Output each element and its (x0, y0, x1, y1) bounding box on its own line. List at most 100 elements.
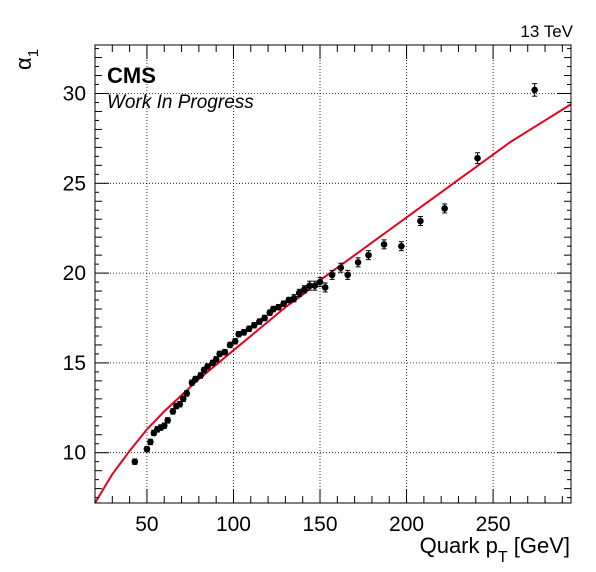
marker (280, 300, 287, 307)
data-point (256, 318, 263, 325)
data-point (250, 321, 258, 329)
energy-label: 13 TeV (520, 22, 573, 41)
data-point (160, 422, 168, 430)
marker (261, 314, 268, 322)
marker (240, 329, 248, 336)
marker (380, 241, 388, 248)
y-axis-title-sub: 1 (25, 49, 42, 57)
marker (179, 395, 187, 403)
marker (285, 296, 293, 304)
grid-lines (95, 45, 571, 503)
data-point (216, 350, 223, 358)
data-point (365, 250, 372, 261)
marker (147, 438, 154, 446)
y-tick-label: 25 (63, 172, 86, 195)
x-axis-title-sub: T (498, 549, 508, 566)
data-point (316, 277, 324, 288)
y-tick-label: 10 (63, 442, 86, 465)
data-point (269, 305, 277, 313)
marker (192, 375, 199, 383)
marker (231, 338, 239, 345)
data-point (290, 294, 298, 303)
data-point (143, 445, 151, 453)
marker (256, 318, 263, 325)
data-point (380, 239, 388, 250)
marker (441, 205, 448, 212)
marker (197, 372, 204, 379)
marker (164, 417, 171, 424)
marker (316, 278, 324, 286)
marker (365, 251, 372, 259)
data-point (204, 363, 211, 370)
y-axis-title-main: α (11, 57, 36, 70)
data-point (231, 338, 239, 345)
plot-frame (94, 44, 572, 504)
marker (417, 217, 424, 225)
plot-frame-rect (94, 44, 572, 504)
data-point (531, 83, 538, 97)
marker (328, 271, 336, 279)
marker (131, 458, 139, 465)
data-point (226, 341, 234, 349)
y-tick-label: 15 (63, 352, 86, 375)
marker (337, 264, 345, 272)
marker (143, 445, 151, 453)
fit-curve-layer (94, 103, 572, 504)
x-axis-title-main: Quark p (420, 533, 498, 558)
x-tick-label: 200 (389, 513, 424, 536)
y-axis-title: α1 (11, 49, 42, 70)
marker (290, 294, 298, 302)
data-point (311, 280, 319, 291)
marker (212, 356, 220, 363)
marker (169, 408, 177, 415)
y-tick-label: 20 (63, 262, 86, 285)
data-point (147, 438, 154, 446)
data-point (321, 282, 329, 293)
data-point (245, 325, 253, 333)
data-point (235, 330, 242, 338)
data-point (240, 329, 248, 336)
marker (160, 422, 168, 430)
marker (531, 86, 538, 94)
data-point (192, 375, 199, 383)
marker (245, 325, 253, 333)
marker (311, 282, 319, 289)
data-point (328, 269, 336, 280)
data-points-layer (131, 83, 538, 465)
status-label: Work In Progress (107, 92, 254, 113)
x-axis-title: Quark pT [GeV] (420, 533, 570, 566)
marker (250, 321, 258, 329)
data-point (417, 216, 424, 227)
fit-curve (94, 103, 572, 504)
data-point (301, 285, 308, 294)
x-tick-label: 50 (135, 513, 158, 536)
marker (235, 330, 242, 338)
tick-labels: 50 100 150 200 250 10 15 20 25 30 (63, 82, 511, 536)
data-point (344, 269, 352, 280)
data-point (337, 262, 345, 273)
marker (216, 350, 223, 358)
data-point (354, 257, 362, 268)
marker (226, 341, 234, 349)
marker (306, 282, 313, 289)
data-point (183, 390, 191, 397)
data-point (131, 458, 139, 465)
marker (183, 390, 191, 397)
data-point (275, 303, 282, 311)
data-point (221, 348, 229, 356)
y-tick-label: 30 (63, 82, 86, 105)
data-point (474, 152, 481, 165)
axis-ticks (94, 45, 571, 503)
data-point (306, 280, 313, 291)
data-point (295, 288, 303, 297)
marker (301, 285, 308, 293)
marker (295, 289, 303, 297)
marker (398, 242, 405, 250)
marker (176, 400, 184, 408)
experiment-label: CMS (107, 63, 156, 88)
marker (204, 363, 211, 370)
marker (354, 259, 362, 266)
marker (474, 154, 481, 162)
data-point (280, 300, 287, 307)
